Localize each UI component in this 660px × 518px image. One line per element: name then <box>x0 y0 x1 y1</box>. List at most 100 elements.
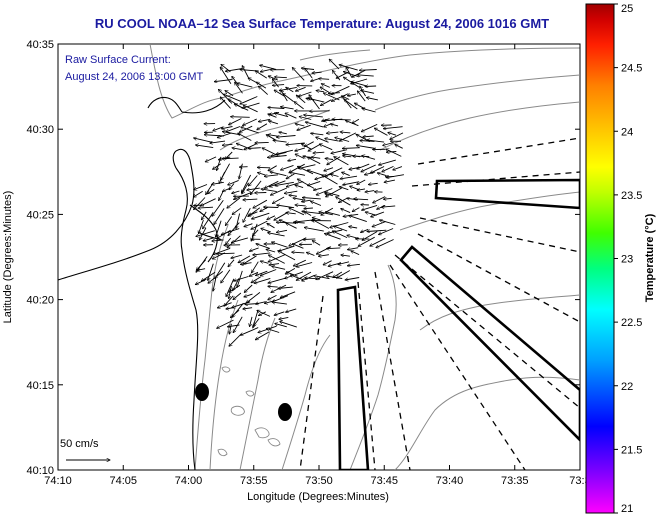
current-vector <box>316 271 334 280</box>
current-vector <box>256 82 267 89</box>
current-vector <box>232 190 240 193</box>
current-vector <box>226 308 235 310</box>
current-vector <box>268 277 286 283</box>
current-vector <box>308 180 321 185</box>
current-vector <box>371 211 385 217</box>
y-tick-label: 40:15 <box>26 380 54 392</box>
current-vector <box>261 228 271 233</box>
current-vector <box>374 128 388 136</box>
current-vector <box>319 144 333 151</box>
current-vector <box>258 118 271 121</box>
current-vector <box>212 240 224 241</box>
current-vector <box>383 126 403 129</box>
current-vector <box>268 286 278 287</box>
current-vector <box>313 152 325 153</box>
current-vector <box>244 223 253 227</box>
current-vector <box>230 309 240 318</box>
y-axis-label: Latitude (Degrees:Minutes) <box>2 191 14 324</box>
current-vector <box>305 68 313 79</box>
current-vector <box>264 207 279 208</box>
current-vector <box>342 172 350 177</box>
current-vector <box>266 328 280 333</box>
y-tick-label: 40:20 <box>26 295 54 307</box>
station-marker <box>278 403 292 421</box>
x-tick-label: 74:00 <box>175 475 203 487</box>
current-vector <box>244 284 253 293</box>
current-vector <box>376 239 394 248</box>
current-vector <box>260 269 277 276</box>
current-vector <box>352 207 360 212</box>
current-vector <box>365 212 377 216</box>
y-tick-label: 40:25 <box>26 209 54 221</box>
current-vector <box>339 187 349 191</box>
colorbar-gradient <box>585 3 615 514</box>
current-vector <box>225 91 234 97</box>
current-vector <box>298 91 312 97</box>
current-vector <box>361 90 375 94</box>
current-vector <box>222 187 231 191</box>
current-vector <box>238 133 252 141</box>
current-vector <box>372 221 386 227</box>
current-vector <box>223 94 242 102</box>
current-vector <box>221 269 231 283</box>
current-vector <box>285 113 297 119</box>
current-vector <box>304 208 313 209</box>
current-vector <box>280 291 296 298</box>
current-vector <box>274 77 287 78</box>
radar-beam-outlines <box>336 178 580 470</box>
current-vector <box>267 215 276 220</box>
current-vector <box>228 179 239 185</box>
current-vector <box>327 156 341 165</box>
current-vector <box>319 79 330 80</box>
current-vector <box>268 76 278 81</box>
current-vector <box>201 271 216 281</box>
current-vector <box>268 165 277 171</box>
current-vector <box>302 211 321 215</box>
current-vector <box>292 244 304 249</box>
current-vector <box>249 211 258 216</box>
current-vector <box>272 266 286 270</box>
current-vector <box>294 102 304 110</box>
current-vector <box>340 132 351 133</box>
current-vector <box>304 115 323 118</box>
current-vector <box>261 189 277 193</box>
current-vector <box>365 86 377 87</box>
current-vector <box>272 242 288 248</box>
current-vector <box>304 278 321 279</box>
current-vector <box>267 155 287 158</box>
current-vector <box>231 117 250 118</box>
current-vector <box>339 197 348 203</box>
current-vector <box>357 75 374 76</box>
current-vector <box>324 233 341 240</box>
current-vector <box>292 252 305 253</box>
current-vector <box>233 316 243 333</box>
current-vector <box>199 219 204 234</box>
current-vector <box>217 132 232 138</box>
current-vector <box>336 270 351 279</box>
current-vector <box>252 212 270 219</box>
current-vector <box>233 292 242 300</box>
current-vector <box>304 227 324 232</box>
colorbar-tick-label: 21.5 <box>621 444 642 456</box>
x-tick-label: 73:55 <box>240 475 268 487</box>
station-marker <box>195 383 209 401</box>
current-vector <box>203 237 215 241</box>
current-vector <box>216 220 222 238</box>
current-vector <box>357 91 366 102</box>
y-tick-label: 40:30 <box>26 124 54 136</box>
current-vector <box>281 164 294 170</box>
current-vector <box>251 220 268 229</box>
current-vector <box>216 253 235 254</box>
current-vector <box>316 137 329 143</box>
current-vector <box>311 78 320 82</box>
current-vector <box>194 184 208 190</box>
colorbar-tick-label: 22 <box>621 381 633 393</box>
current-vector <box>395 144 403 149</box>
current-vector <box>228 259 235 267</box>
current-vector <box>340 175 358 179</box>
current-vector <box>295 185 304 189</box>
current-vector <box>275 323 287 328</box>
current-vector <box>335 137 350 142</box>
current-vector <box>379 228 394 235</box>
current-vector <box>331 174 339 177</box>
